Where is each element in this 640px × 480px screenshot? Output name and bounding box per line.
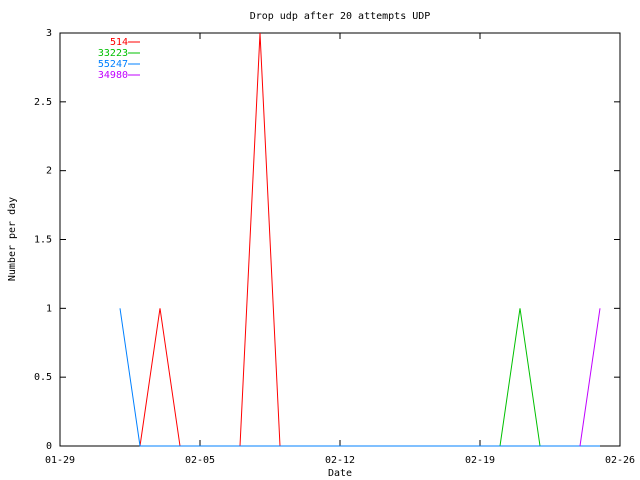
y-tick-label: 2 <box>46 166 52 177</box>
y-tick-label: 0.5 <box>34 372 52 383</box>
x-tick-label: 02-26 <box>605 455 635 466</box>
x-tick-label: 02-12 <box>325 455 355 466</box>
y-tick-label: 1 <box>46 303 52 314</box>
legend-label: 514 <box>110 37 128 48</box>
legend-label: 33223 <box>98 48 128 59</box>
y-tick-label: 2.5 <box>34 97 52 108</box>
series-line <box>579 308 601 447</box>
y-axis-label: Number per day <box>7 197 18 281</box>
chart-title: Drop udp after 20 attempts UDP <box>250 11 431 22</box>
x-tick-label: 02-05 <box>185 455 215 466</box>
y-tick-label: 3 <box>46 28 52 39</box>
y-tick-label: 1.5 <box>34 235 52 246</box>
x-tick-label: 01-29 <box>45 455 75 466</box>
series-line <box>499 308 600 447</box>
legend-label: 55247 <box>98 59 128 70</box>
x-tick-label: 02-19 <box>465 455 495 466</box>
y-tick-label: 0 <box>46 441 52 452</box>
legend-label: 34980 <box>98 70 128 81</box>
x-axis-label: Date <box>328 468 352 479</box>
plot-frame <box>59 32 621 447</box>
series-line <box>119 308 600 447</box>
